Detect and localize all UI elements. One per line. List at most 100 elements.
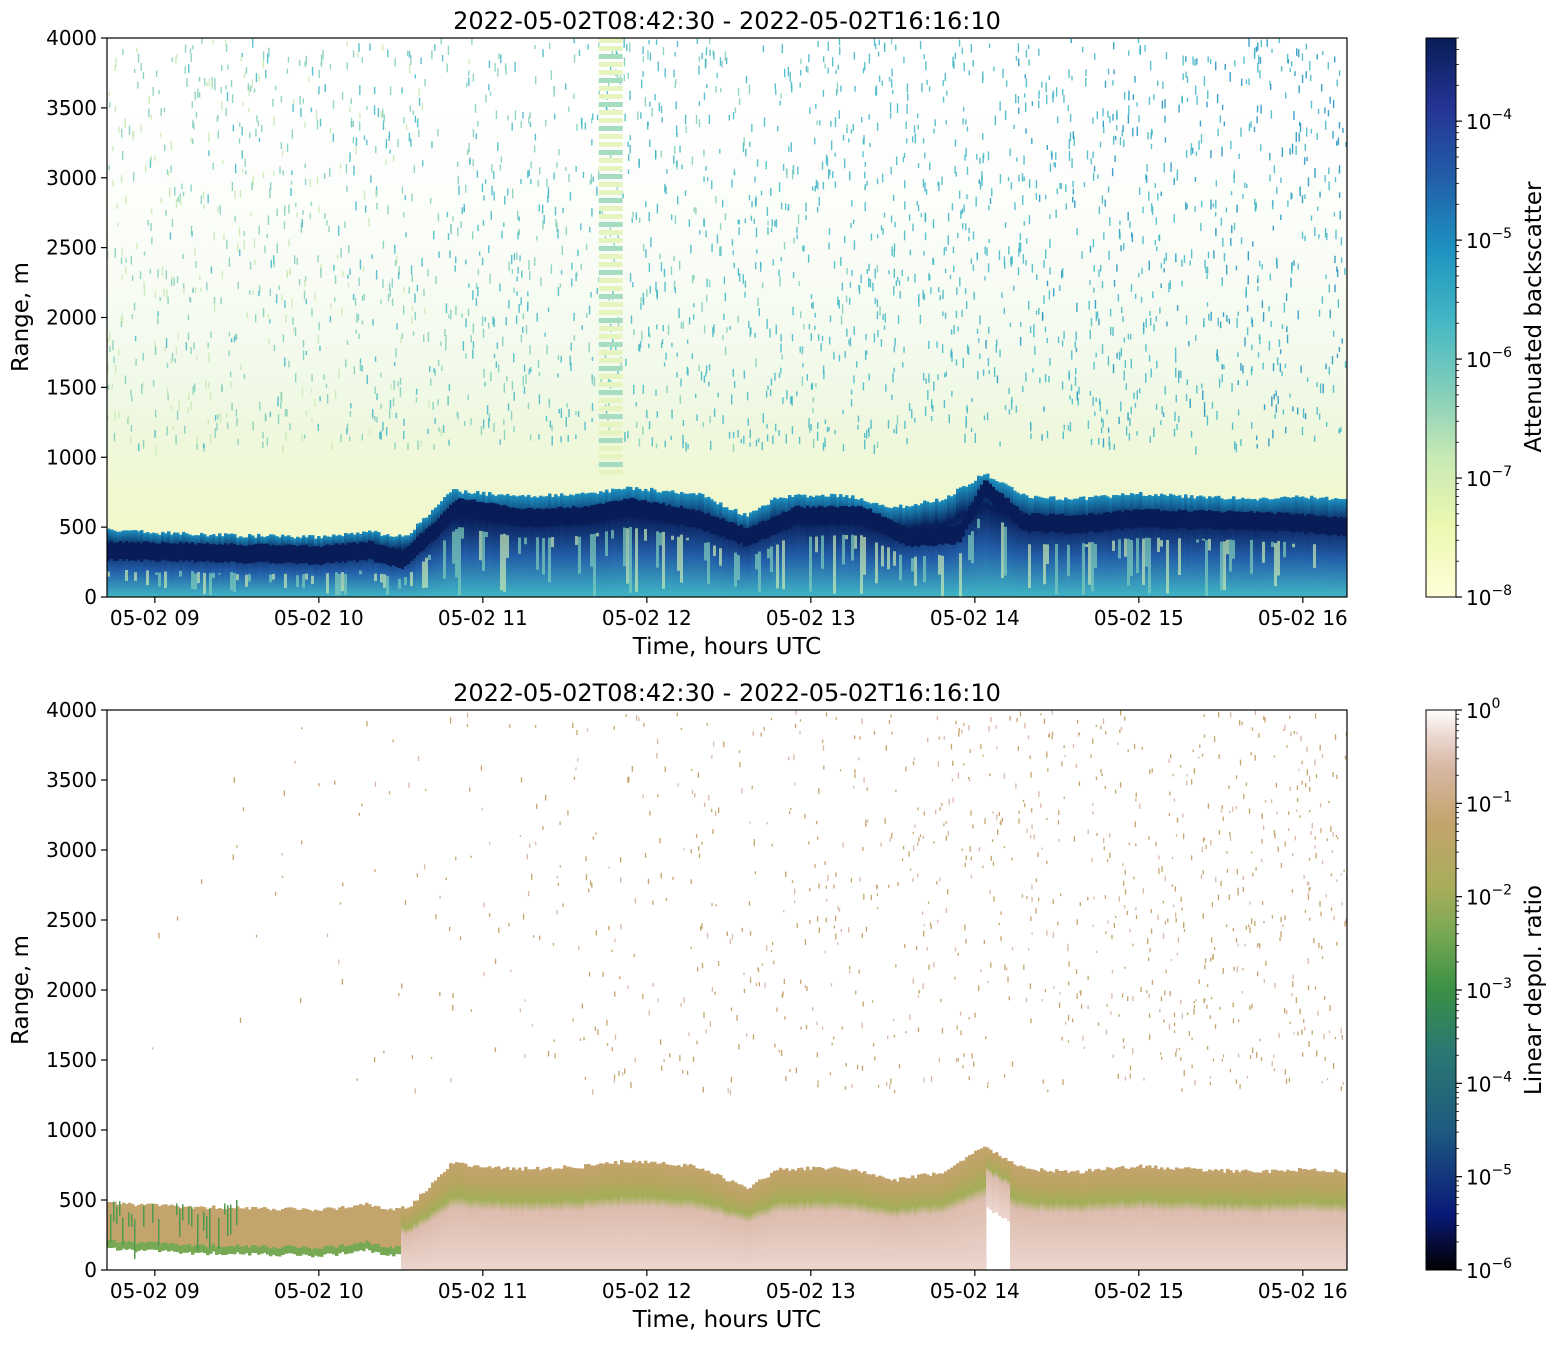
backscatter-speckle [305, 179, 306, 186]
backscatter-speckle [318, 70, 319, 78]
depol-speckle [871, 895, 872, 900]
backscatter-speckle [337, 255, 338, 259]
backscatter-speckle [213, 231, 214, 240]
backscatter-speckle [864, 433, 865, 438]
backscatter-peak [995, 490, 999, 508]
backscatter-speckle [903, 347, 904, 353]
backscatter-peak [644, 500, 648, 518]
backscatter-speckle [858, 285, 859, 290]
backscatter-speckle [1230, 141, 1231, 149]
depol-speckle [1300, 736, 1301, 741]
backscatter-speckle [255, 314, 256, 322]
depol-speckle [628, 777, 629, 783]
depol-speckle [1261, 839, 1262, 844]
backscatter-speckle [829, 228, 830, 235]
backscatter-peak [299, 545, 303, 563]
backscatter-speckle [1156, 361, 1157, 369]
backscatter-speckle [1201, 201, 1202, 207]
depol-speckle [923, 931, 924, 937]
backscatter-speckle [268, 338, 269, 344]
depol-speckle [804, 814, 805, 819]
backscatter-speckle [1166, 52, 1167, 59]
backscatter-speckle [1242, 365, 1243, 373]
backscatter-speckle [680, 395, 681, 403]
backscatter-column [956, 489, 960, 597]
backscatter-speckle [199, 276, 200, 280]
depol-panel: 2022-05-02T08:42:30 - 2022-05-02T16:16:1… [8, 679, 1547, 1333]
backscatter-speckle [647, 122, 648, 130]
backscatter-speckle [246, 312, 247, 318]
depol-speckle [819, 927, 820, 932]
depol-speckle [1092, 803, 1093, 806]
depol-speckle [1274, 983, 1275, 988]
depol-speckle [1042, 999, 1043, 1001]
backscatter-speckle [780, 343, 781, 352]
depol-speckle [1090, 755, 1091, 758]
backscatter-speckle [195, 92, 196, 101]
backscatter-speckle [375, 146, 376, 153]
depol-speckle [987, 1083, 988, 1085]
backscatter-speckle [347, 62, 348, 69]
backscatter-speckle [1038, 308, 1039, 314]
depol-green-speckle [131, 1214, 133, 1227]
backscatter-speckle [1028, 301, 1029, 310]
backscatter-speckle [640, 112, 641, 119]
depol-layer-band [170, 1243, 174, 1251]
depol-speckle [1223, 968, 1224, 974]
backscatter-column [128, 530, 132, 597]
backscatter-column-variation [875, 543, 879, 584]
backscatter-speckle [1085, 69, 1086, 76]
backscatter-speckle [1273, 226, 1274, 231]
backscatter-peak [158, 544, 162, 562]
backscatter-speckle [472, 290, 473, 299]
backscatter-speckle [364, 191, 365, 200]
depol-speckle [746, 1033, 747, 1036]
backscatter-speckle [676, 352, 677, 356]
backscatter-speckle [292, 104, 293, 112]
backscatter-peak [881, 517, 885, 535]
backscatter-speckle [1187, 76, 1188, 83]
backscatter-peak [728, 522, 732, 540]
backscatter-speckle [382, 279, 383, 288]
depol-speckle [1031, 885, 1032, 890]
backscatter-speckle [1011, 257, 1012, 266]
backscatter-speckle [254, 88, 255, 92]
backscatter-speckle [648, 344, 649, 348]
backscatter-speckle [1076, 303, 1077, 312]
backscatter-speckle [485, 317, 486, 321]
backscatter-peak [701, 512, 705, 530]
backscatter-speckle [911, 409, 912, 418]
depol-speckle [1031, 824, 1032, 829]
backscatter-speckle [906, 104, 907, 114]
backscatter-speckle [1005, 405, 1006, 410]
backscatter-speckle [273, 259, 274, 267]
backscatter-speckle [1148, 191, 1149, 200]
backscatter-speckle [225, 85, 226, 89]
backscatter-gap-stripe [599, 342, 623, 347]
depol-speckle [1297, 785, 1298, 789]
depol-speckle [1004, 846, 1005, 848]
backscatter-speckle [971, 428, 972, 432]
backscatter-speckle [897, 415, 898, 424]
backscatter-speckle [1208, 314, 1209, 321]
backscatter-speckle [155, 410, 156, 418]
backscatter-speckle [1064, 425, 1065, 430]
backscatter-speckle [1127, 412, 1128, 420]
depol-speckle [1251, 1004, 1252, 1009]
backscatter-peak [800, 507, 804, 525]
backscatter-speckle [733, 369, 734, 377]
backscatter-speckle [685, 190, 686, 196]
backscatter-speckle [166, 270, 167, 279]
backscatter-speckle [131, 425, 132, 432]
depol-speckle [1180, 1057, 1181, 1061]
backscatter-column-variation [590, 534, 594, 566]
depol-speckle [619, 976, 620, 979]
depol-layer-band [167, 1244, 171, 1252]
depol-speckle [972, 824, 973, 828]
backscatter-speckle [1215, 212, 1216, 216]
depol-speckle [970, 749, 971, 753]
backscatter-speckle [904, 201, 905, 209]
depol-speckle [1135, 799, 1136, 802]
depol-speckle [951, 744, 952, 750]
backscatter-speckle [1072, 181, 1073, 187]
